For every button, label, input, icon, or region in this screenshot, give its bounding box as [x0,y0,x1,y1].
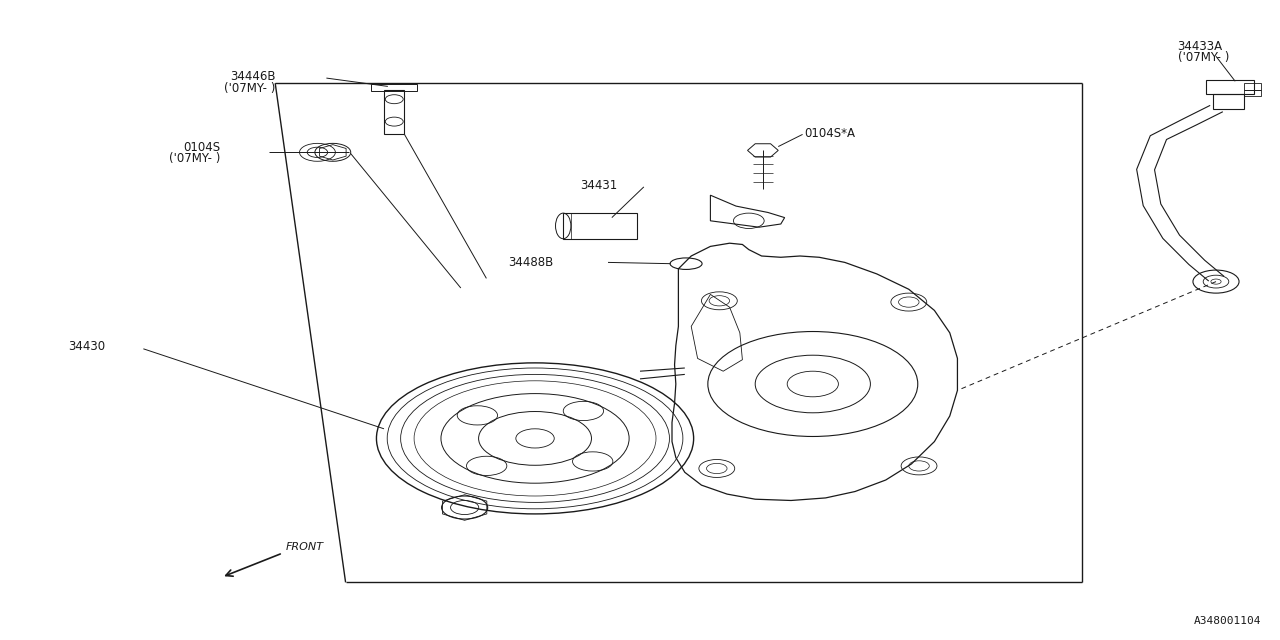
Text: 34488B: 34488B [508,256,553,269]
Text: ('07MY- ): ('07MY- ) [224,82,275,95]
Text: ('07MY- ): ('07MY- ) [1178,51,1229,64]
Text: A348001104: A348001104 [1193,616,1261,626]
Text: 34431: 34431 [580,179,617,192]
Text: 0104S*A: 0104S*A [804,127,855,140]
Text: 0104S: 0104S [183,141,220,154]
Text: FRONT: FRONT [285,541,324,552]
Text: 34433A: 34433A [1178,40,1222,52]
Text: ('07MY- ): ('07MY- ) [169,152,220,165]
Text: 34446B: 34446B [229,70,275,83]
Text: 34430: 34430 [68,340,105,353]
